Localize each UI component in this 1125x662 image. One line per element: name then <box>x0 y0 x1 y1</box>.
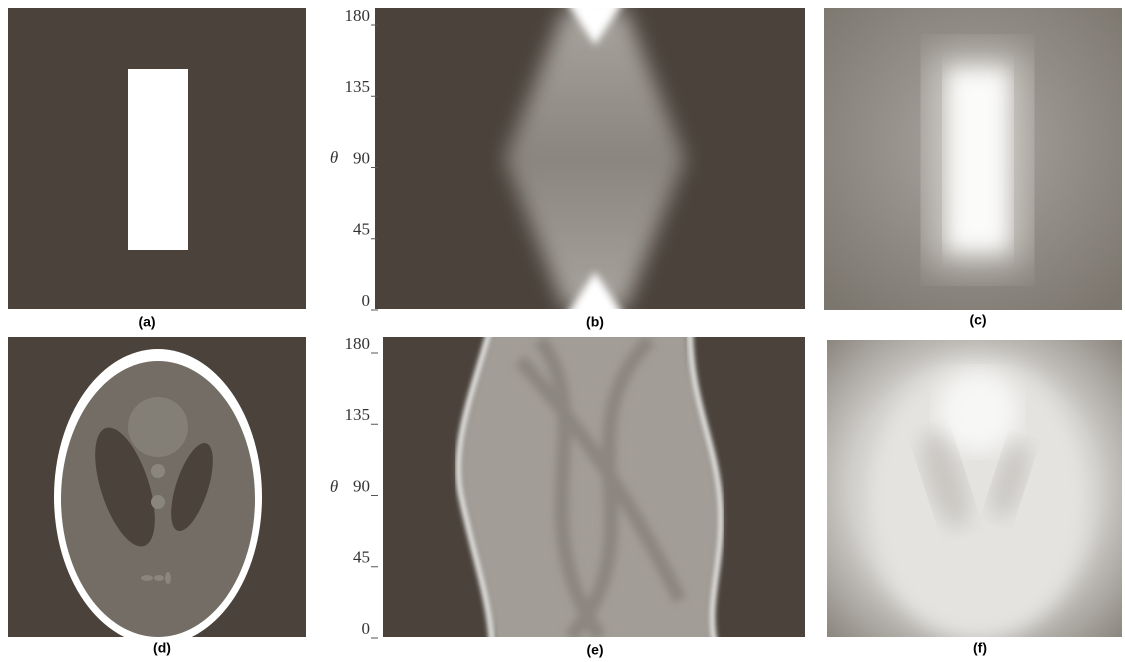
panel-label: (d) <box>153 640 171 656</box>
panel-label: (b) <box>586 314 604 330</box>
small-ellipse <box>141 575 153 581</box>
tick-label: 45 <box>353 220 370 239</box>
ellipse <box>128 397 188 457</box>
panel-label: (f) <box>973 640 987 656</box>
tick-label: 90 <box>353 476 370 495</box>
panel-label: (a) <box>138 314 155 330</box>
small-ellipse <box>165 572 171 584</box>
small-ellipse <box>154 575 164 581</box>
sinogram <box>458 330 720 645</box>
blurred-rectangle <box>948 70 1008 250</box>
reconstruction <box>930 55 1025 265</box>
small-ellipse <box>151 495 165 509</box>
axis-label: θ <box>330 477 338 496</box>
small-ellipse <box>151 464 165 478</box>
tick-label: 135 <box>345 405 371 424</box>
tick-label: 0 <box>362 291 371 310</box>
tick-label: 45 <box>353 548 370 567</box>
panel-c: (c) <box>824 8 1122 328</box>
axis-ticks: 180 135 90 45 0 <box>345 6 379 310</box>
tick-label: 90 <box>353 148 370 167</box>
panel-b: θ 180 135 90 45 0 (b) <box>330 0 805 330</box>
tick-label: 180 <box>345 6 371 25</box>
tick-label: 135 <box>345 77 371 96</box>
tick-label: 0 <box>362 619 371 638</box>
rectangle-object <box>128 69 188 250</box>
panel-e: θ 180 135 90 45 0 (e) <box>330 330 805 658</box>
axis-ticks: 180 135 90 45 0 <box>345 334 379 638</box>
panel-d: (d) <box>8 337 306 656</box>
panel-f: (f) <box>827 340 1122 656</box>
reconstruction <box>866 360 1090 640</box>
axis-label: θ <box>330 148 338 167</box>
figure: (a) θ 180 135 90 45 0 (b) (c) (d) <box>0 0 1125 662</box>
blurred-ellipse <box>938 372 1018 452</box>
panel-a: (a) <box>8 8 306 330</box>
tick-label: 180 <box>345 334 371 353</box>
panel-label: (e) <box>586 642 603 658</box>
panel-label: (c) <box>969 312 986 328</box>
